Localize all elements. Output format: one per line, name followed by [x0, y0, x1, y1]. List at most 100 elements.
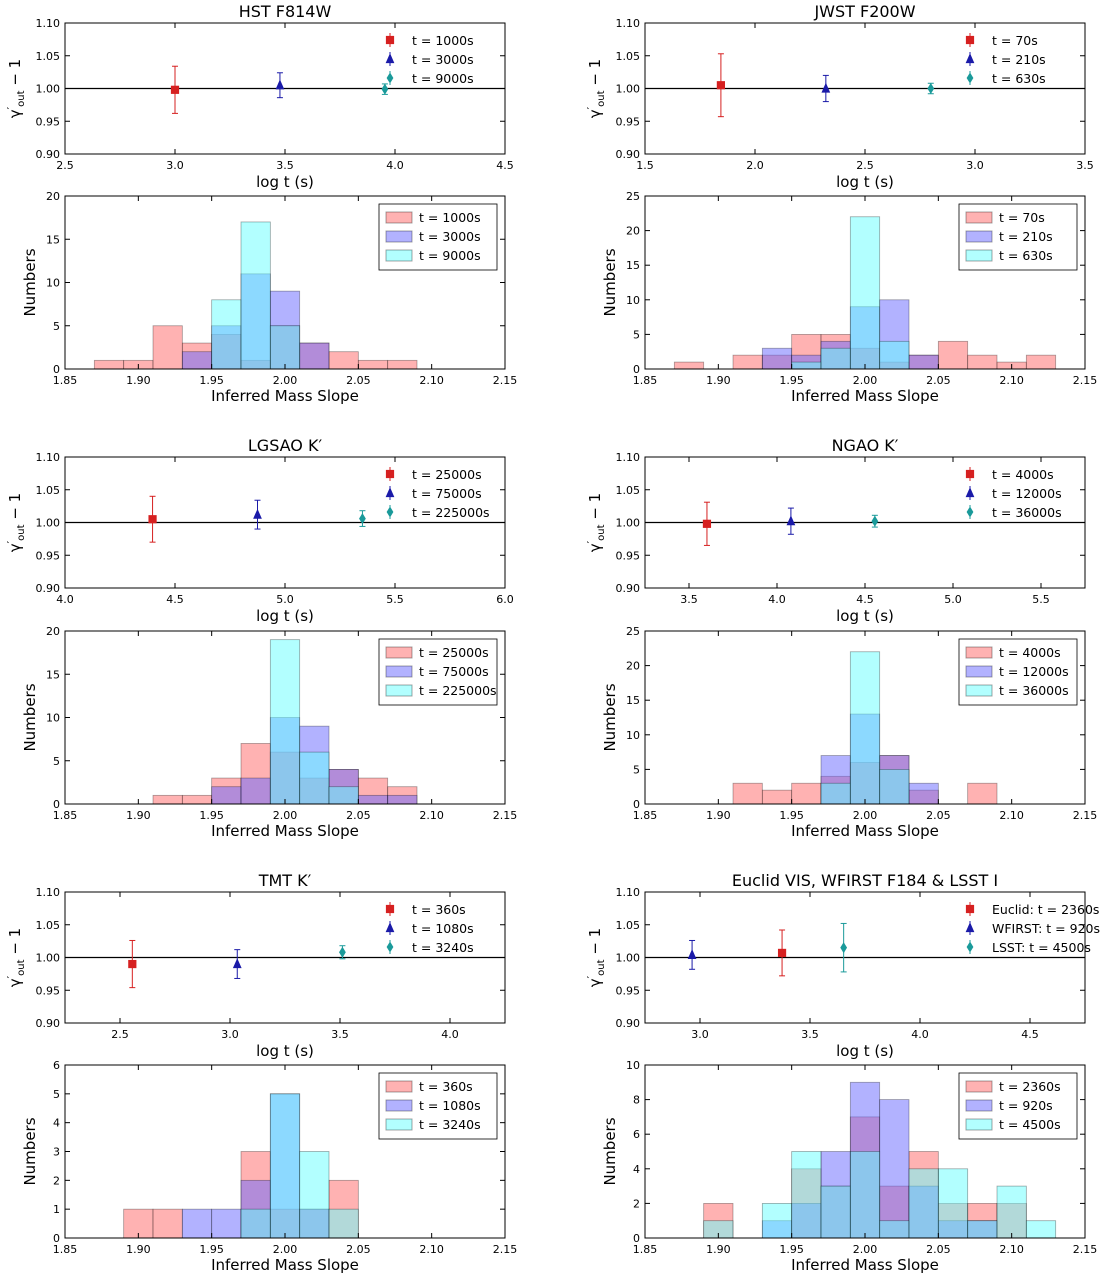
x-tick-label: 2.0	[746, 159, 764, 172]
data-point-1	[148, 495, 157, 543]
x-tick-label: 4.5	[166, 593, 184, 606]
histogram-bar	[761, 789, 793, 805]
scatter-panel-9: Euclid VIS, WFIRST F184 & LSST I 0.90 0.95…	[585, 871, 1100, 1060]
triangle-marker	[385, 487, 395, 498]
histogram-bar	[387, 794, 418, 805]
diamond-marker	[927, 82, 935, 95]
x-tick-label: 1.85	[53, 1243, 78, 1256]
x-tick-label: 4.5	[496, 159, 514, 172]
legend: t = 1000s t = 3000s t = 9000s	[378, 203, 498, 271]
legend: Euclid: t = 2360s WFIRST: t = 920s LSST: t…	[965, 902, 1100, 955]
legend-swatch	[965, 211, 993, 224]
y-tick-label: 0	[53, 1232, 60, 1245]
histogram-bar	[299, 1151, 330, 1239]
legend-swatch	[385, 1118, 413, 1131]
histogram-panel-7: 0 5 10 15 20 25 1.85 1.90 1.95 2.00 2.05 2.10 2.15 t …	[601, 625, 1097, 840]
diamond-marker	[381, 83, 389, 95]
series-3	[269, 639, 359, 805]
legend-label: t = 360s	[412, 902, 466, 917]
square-marker	[716, 81, 725, 90]
series-3	[240, 1093, 359, 1239]
triangle-marker	[821, 82, 831, 93]
x-tick-label: 5.0	[944, 593, 962, 606]
square-marker	[385, 35, 395, 45]
y-tick-label: 5	[633, 328, 640, 341]
x-tick-label: 2.00	[273, 374, 298, 387]
data-point-2	[786, 507, 796, 535]
y-tick-label: 10	[626, 1059, 640, 1072]
y-tick-label: 1.00	[36, 952, 61, 965]
x-tick-label: 1.90	[706, 374, 731, 387]
y-tick-label: 10	[46, 277, 60, 290]
series-3	[820, 651, 910, 805]
legend-swatch	[385, 230, 413, 243]
x-axis-label: Inferred Mass Slope	[211, 387, 359, 405]
histogram-bar	[761, 347, 793, 370]
y-tick-label: 5	[53, 755, 60, 768]
x-tick-label: 2.10	[419, 374, 444, 387]
x-tick-label: 1.85	[53, 374, 78, 387]
y-tick-label: 1.05	[36, 919, 61, 932]
legend-label: t = 36000s	[992, 505, 1062, 520]
square-marker	[777, 948, 787, 958]
y-tick-label: 0.90	[616, 582, 641, 595]
y-tick-label: 0.95	[36, 549, 61, 562]
x-axis-label: Inferred Mass Slope	[791, 822, 939, 840]
y-tick-label: 4	[53, 1117, 60, 1130]
data-point-3	[871, 514, 879, 528]
legend: t = 360s t = 1080s t = 3240s	[378, 1072, 498, 1140]
legend-swatch	[385, 646, 413, 659]
x-tick-label: 3.0	[221, 1028, 239, 1041]
legend: t = 4000s t = 12000s t = 36000s	[958, 638, 1078, 706]
x-tick-label: 4.0	[768, 593, 786, 606]
x-tick-label: 2.05	[926, 374, 951, 387]
legend: t = 25000s t = 75000s t = 225000s	[378, 638, 498, 706]
data-point-3	[927, 82, 935, 95]
histogram-bar	[908, 1168, 939, 1239]
square-marker	[148, 515, 157, 524]
x-tick-label: 4.0	[911, 1028, 929, 1041]
histogram-bar	[996, 1185, 1027, 1239]
y-tick-label: 5	[53, 1088, 60, 1101]
x-tick-label: 1.90	[706, 809, 731, 822]
x-tick-label: 2.15	[1073, 374, 1098, 387]
triangle-marker	[253, 508, 262, 519]
y-tick-label: 1.05	[36, 50, 61, 63]
square-marker	[385, 904, 395, 914]
histogram-bar	[211, 1208, 242, 1239]
histogram-bar	[269, 325, 301, 370]
x-tick-label: 3.0	[966, 159, 984, 172]
y-tick-label: 15	[46, 233, 60, 246]
y-axis-label: Numbers	[21, 683, 39, 751]
legend-label: t = 3240s	[412, 940, 474, 955]
y-tick-label: 15	[46, 668, 60, 681]
y-tick-label: 1.10	[616, 17, 641, 30]
x-tick-label: 1.95	[199, 374, 224, 387]
legend-label: t = 12000s	[992, 486, 1062, 501]
y-tick-label: 25	[626, 625, 640, 638]
histogram-bar	[908, 354, 939, 370]
legend-swatch	[385, 1099, 413, 1112]
legend-label: t = 3000s	[419, 229, 481, 244]
legend-label: t = 920s	[999, 1098, 1053, 1113]
x-tick-label: 3.5	[1076, 159, 1094, 172]
triangle-marker	[275, 79, 285, 90]
x-tick-label: 2.15	[493, 1243, 518, 1256]
x-tick-label: 1.85	[633, 374, 658, 387]
x-axis-label: Inferred Mass Slope	[791, 387, 939, 405]
y-tick-label: 0.90	[616, 1017, 641, 1030]
y-tick-label: 1.00	[36, 517, 61, 530]
histogram-bar	[791, 361, 822, 370]
y-tick-label: 20	[46, 625, 60, 638]
histogram-bar	[937, 1168, 969, 1239]
legend: t = 1000s t = 3000s t = 9000s	[385, 33, 474, 86]
y-tick-label: 1.10	[36, 451, 61, 464]
triangle-marker	[786, 515, 796, 526]
y-tick-label: 0.95	[616, 115, 641, 128]
y-tick-label: 0.95	[616, 984, 641, 997]
legend-label: t = 1000s	[419, 210, 481, 225]
histogram-bar	[937, 340, 969, 370]
x-tick-label: 4.5	[856, 593, 874, 606]
chart-title: JWST F200W	[813, 2, 915, 21]
